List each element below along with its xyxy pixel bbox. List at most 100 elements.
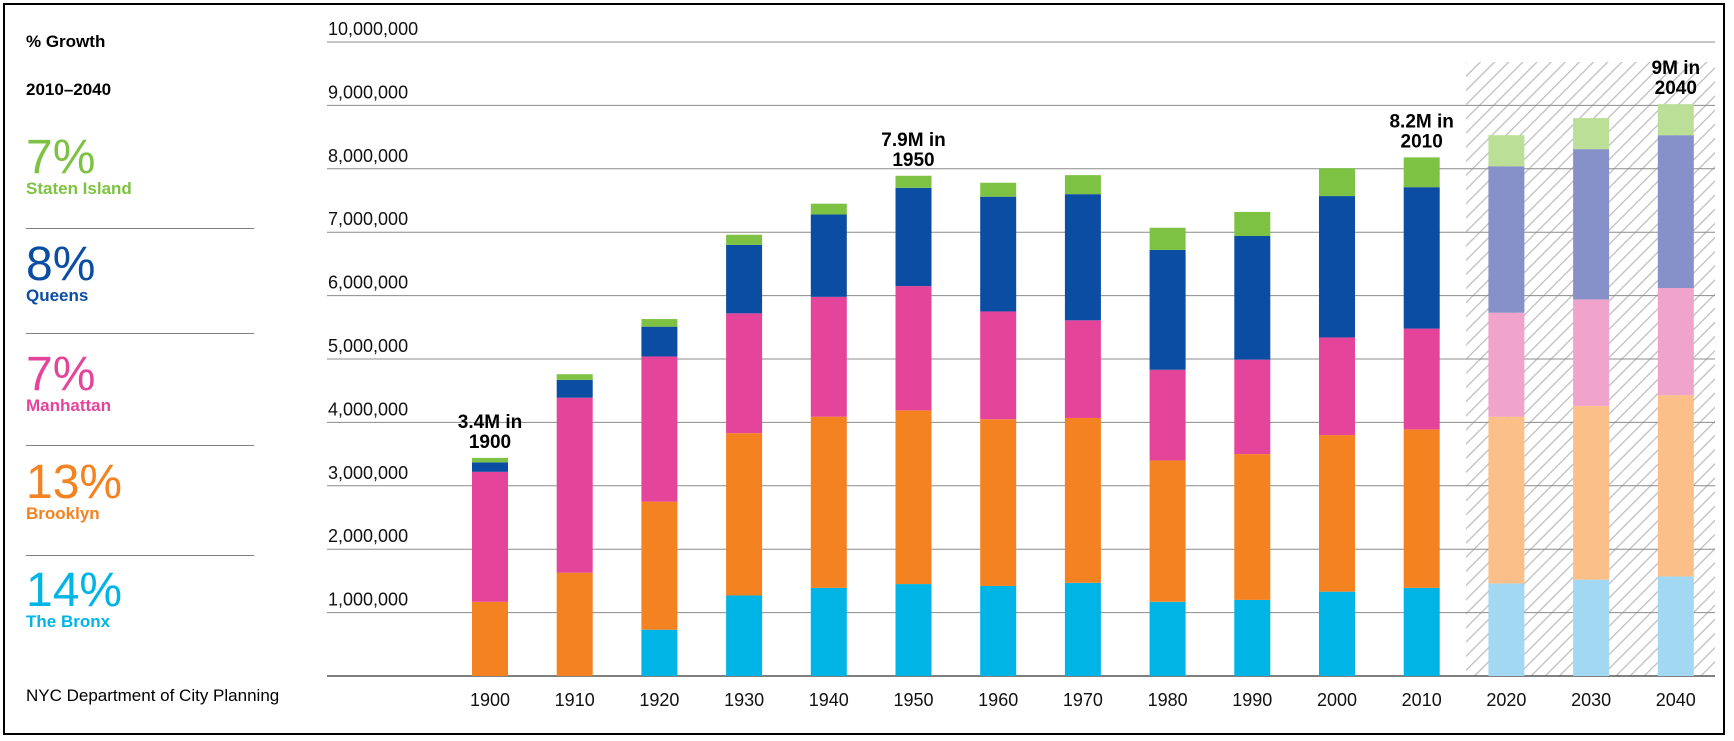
annotation-label: 3.4M in: [458, 412, 522, 433]
bar-segment-queens: [1403, 187, 1440, 329]
bar-segment-brooklyn: [1064, 417, 1101, 583]
bar-segment-manhattan: [1149, 369, 1186, 461]
bar-segment-brooklyn: [1573, 405, 1610, 580]
legend-title: % Growth: [26, 32, 106, 51]
bar-segment-brooklyn: [1234, 454, 1271, 600]
bar-segment-queens: [895, 187, 932, 287]
bar-segment-brooklyn: [556, 572, 593, 676]
bar-segment-brooklyn: [1319, 435, 1355, 592]
bar-segment-staten-island: [472, 457, 508, 463]
y-tick-label: 9,000,000: [328, 82, 408, 102]
legend-the-bronx: 14% The Bronx: [26, 564, 254, 631]
bar-segment-the-bronx: [641, 629, 678, 676]
bar-segment-queens: [1319, 196, 1355, 338]
y-tick-label: 8,000,000: [328, 146, 408, 166]
bar-segment-the-bronx: [1064, 582, 1101, 676]
x-tick-label: 1950: [893, 690, 933, 710]
x-tick-label: 1940: [809, 690, 849, 710]
bar-segment-brooklyn: [1488, 416, 1525, 584]
legend-pct: 13%: [26, 456, 123, 509]
bar-segment-queens: [472, 462, 508, 472]
annotation-label: 9M in: [1652, 58, 1701, 79]
legend-pct: 8%: [26, 238, 96, 291]
bar-segment-staten-island: [810, 203, 847, 215]
bar-segment-manhattan: [1488, 312, 1525, 417]
legend-pct: 14%: [26, 564, 123, 617]
bar-segment-manhattan: [1403, 328, 1440, 430]
bar-segment-the-bronx: [726, 595, 763, 676]
bar-segment-the-bronx: [895, 584, 932, 676]
legend-name: Brooklyn: [26, 504, 100, 523]
y-tick-label: 4,000,000: [328, 399, 408, 419]
x-tick-label: 1900: [470, 690, 510, 710]
legend-divider: [26, 555, 254, 556]
bar-segment-brooklyn: [726, 433, 763, 596]
bar-segment-manhattan: [980, 311, 1017, 420]
annotation-label: 8.2M in: [1389, 111, 1453, 132]
bar-segment-the-bronx: [1488, 583, 1525, 676]
x-tick-label: 1960: [978, 690, 1018, 710]
y-tick-label: 3,000,000: [328, 463, 408, 483]
bar-segment-brooklyn: [1149, 460, 1186, 602]
legend-manhattan: 7% Manhattan: [26, 351, 254, 415]
legend-queens: 8% Queens: [26, 238, 254, 305]
bar-segment-brooklyn: [810, 416, 847, 588]
bar-segment-queens: [810, 214, 847, 297]
bar-segment-the-bronx: [1573, 579, 1610, 676]
bar-segment-brooklyn: [641, 501, 678, 630]
y-tick-label: 10,000,000: [328, 19, 418, 39]
x-tick-label: 2040: [1656, 690, 1696, 710]
legend-name: Queens: [26, 286, 89, 305]
bar-segment-staten-island: [726, 234, 763, 245]
bar-segment-queens: [1064, 194, 1101, 321]
bar-segment-manhattan: [810, 296, 847, 417]
bar-segment-brooklyn: [980, 419, 1017, 586]
y-tick-label: 7,000,000: [328, 209, 408, 229]
bar-segment-manhattan: [1064, 320, 1101, 418]
annotation-label: 1950: [892, 150, 934, 171]
bar-segment-the-bronx: [1319, 591, 1355, 676]
bar-segment-queens: [1488, 166, 1525, 313]
legend-name: Staten Island: [26, 179, 132, 198]
x-tick-label: 1990: [1232, 690, 1272, 710]
bar-segment-queens: [1149, 249, 1186, 370]
bar-segment-brooklyn: [895, 410, 932, 585]
bar-segment-brooklyn: [1403, 429, 1440, 588]
bar-segment-staten-island: [1234, 211, 1271, 237]
y-tick-label: 6,000,000: [328, 273, 408, 293]
annotation-label: 2040: [1655, 78, 1697, 99]
bar-segment-staten-island: [895, 175, 932, 188]
legend-divider: [26, 333, 254, 334]
annotation-label: 2010: [1401, 131, 1443, 152]
bar-segment-the-bronx: [980, 585, 1017, 676]
bar-segment-the-bronx: [1403, 587, 1440, 676]
x-tick-label: 2000: [1317, 690, 1357, 710]
bar-segment-staten-island: [1064, 175, 1101, 195]
bar-segment-manhattan: [556, 397, 593, 573]
bar-segment-queens: [726, 244, 763, 314]
x-tick-label: 1970: [1063, 690, 1103, 710]
bar-segment-staten-island: [1488, 135, 1525, 167]
legend-name: Manhattan: [26, 396, 111, 415]
x-axis: 1900 1910 1920 1930 1940 1950 1960 1970 1980 1990…: [470, 690, 1696, 710]
bar-segment-staten-island: [1319, 168, 1355, 197]
y-tick-label: 2,000,000: [328, 526, 408, 546]
x-tick-label: 1980: [1148, 690, 1188, 710]
x-tick-label: 2030: [1571, 690, 1611, 710]
bar-segment-staten-island: [1403, 157, 1440, 188]
grid: [327, 41, 1715, 677]
legend-divider: [26, 445, 254, 446]
x-tick-label: 1920: [639, 690, 679, 710]
bar-segment-manhattan: [641, 356, 678, 502]
x-tick-label: 2020: [1486, 690, 1526, 710]
legend-brooklyn: 13% Brooklyn: [26, 456, 254, 523]
bar-segment-queens: [1657, 135, 1694, 288]
bar-segment-brooklyn: [1657, 395, 1694, 577]
legend-staten-island: 7% Staten Island: [26, 134, 254, 198]
bar-segment-queens: [556, 379, 593, 398]
x-tick-label: 1930: [724, 690, 764, 710]
bar-segment-queens: [1573, 149, 1610, 300]
x-tick-label: 2010: [1402, 690, 1442, 710]
y-tick-label: 1,000,000: [328, 590, 408, 610]
